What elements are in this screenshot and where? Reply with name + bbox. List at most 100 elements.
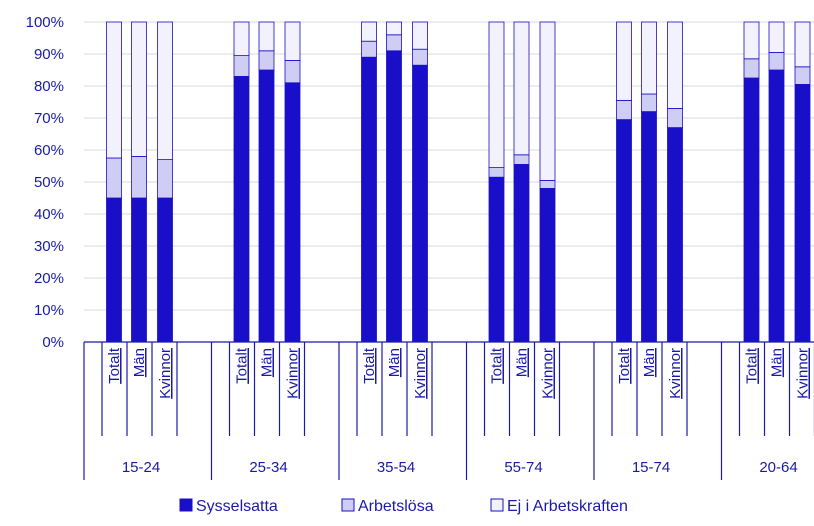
- group-label: 35-54: [377, 459, 415, 476]
- bar-segment: [412, 64, 428, 343]
- bar-segment: [386, 21, 402, 36]
- bar-segment: [794, 21, 811, 68]
- bar-segment: [131, 197, 147, 343]
- bar-segment: [539, 187, 556, 343]
- bar-segment: [131, 155, 147, 199]
- bar-segment: [106, 21, 122, 159]
- gridlines: [84, 21, 814, 343]
- category-label: Totalt: [744, 347, 761, 384]
- y-tick-label: 50%: [34, 174, 64, 191]
- bar-segment: [616, 119, 632, 343]
- bar-segment: [284, 82, 301, 343]
- group-label: 25-34: [249, 459, 287, 476]
- bar-segment: [233, 21, 250, 56]
- bar-segment: [157, 197, 173, 343]
- bar-segment: [768, 69, 785, 343]
- bar-segment: [157, 159, 173, 199]
- bar-segment: [106, 157, 122, 199]
- x-axis-category-labels: Totalt Män Kvinnor Totalt Män Kvinnor Totalt Mä…: [106, 347, 812, 399]
- bar-segment: [539, 21, 556, 181]
- category-label: Män: [386, 348, 403, 377]
- bar-segment: [616, 21, 632, 101]
- bar-segment: [641, 111, 657, 343]
- category-label: Totalt: [361, 347, 378, 384]
- x-axis-group-labels: 15-24 25-34 35-54 55-74 15-74 20-64: [122, 459, 798, 476]
- y-tick-label: 60%: [34, 142, 64, 159]
- category-label: Män: [259, 348, 276, 377]
- category-label: Män: [641, 348, 658, 377]
- category-label: Män: [514, 348, 531, 377]
- y-tick-label: 0%: [42, 334, 64, 351]
- y-tick-label: 80%: [34, 78, 64, 95]
- bar-segment: [258, 50, 275, 71]
- bar-segment: [386, 34, 402, 52]
- group-label: 55-74: [504, 459, 542, 476]
- bar-segment: [488, 21, 505, 169]
- y-tick-label: 70%: [34, 110, 64, 127]
- bar-segment: [768, 21, 785, 53]
- legend-swatch: [341, 498, 355, 512]
- bar-segment: [258, 21, 275, 52]
- bar-segment: [616, 100, 632, 121]
- legend-label: Sysselsatta: [196, 498, 278, 515]
- bar-segment: [284, 21, 301, 61]
- bar-segment: [513, 163, 530, 343]
- bar-segment: [794, 66, 811, 85]
- y-tick-label: 40%: [34, 206, 64, 223]
- y-tick-label: 100%: [26, 14, 64, 31]
- y-axis-tick-labels: 0% 10% 20% 30% 40% 50% 60% 70% 80% 90% 100%: [26, 14, 64, 351]
- category-label: Män: [131, 348, 148, 377]
- bar-segment: [641, 21, 657, 95]
- category-label: Totalt: [234, 347, 251, 384]
- bar-segment: [361, 40, 377, 58]
- bar-segment: [412, 21, 428, 50]
- bar-segment: [284, 60, 301, 84]
- bar-segment: [131, 21, 147, 157]
- y-tick-label: 10%: [34, 302, 64, 319]
- bar-segment: [539, 179, 556, 189]
- bar-segment: [233, 76, 250, 343]
- bar-segment: [667, 21, 683, 109]
- category-label: Kvinnor: [540, 348, 557, 399]
- category-label: Kvinnor: [285, 348, 302, 399]
- category-label: Män: [769, 348, 786, 377]
- bar-segment: [513, 21, 530, 156]
- legend-label: Arbetslösa: [358, 498, 434, 515]
- y-tick-label: 30%: [34, 238, 64, 255]
- bar-segment: [488, 167, 505, 178]
- bar-segment: [513, 154, 530, 165]
- category-label: Totalt: [106, 347, 123, 384]
- bar-segment: [488, 176, 505, 343]
- legend-label: Ej i Arbetskraften: [507, 498, 628, 515]
- bar-segment: [743, 77, 760, 343]
- x-axis: [83, 341, 814, 480]
- group-label: 15-74: [632, 459, 670, 476]
- category-label: Kvinnor: [667, 348, 684, 399]
- legend: Sysselsatta Arbetslösa Ej i Arbetskraften: [179, 498, 628, 515]
- bar-segment: [361, 56, 377, 343]
- bar-segment: [233, 55, 250, 77]
- category-label: Kvinnor: [157, 348, 174, 399]
- bar-segment: [258, 69, 275, 343]
- bar-segment: [412, 48, 428, 66]
- bar-segment: [768, 52, 785, 71]
- bar-segment: [667, 127, 683, 343]
- legend-swatch: [179, 498, 193, 512]
- bar-segment: [157, 21, 173, 161]
- bar-segment: [794, 84, 811, 343]
- bar-segment: [386, 50, 402, 343]
- category-label: Totalt: [616, 347, 633, 384]
- bar-segment: [743, 21, 760, 60]
- category-label: Totalt: [489, 347, 506, 384]
- y-tick-label: 20%: [34, 270, 64, 287]
- category-label: Kvinnor: [795, 348, 812, 399]
- bar-segment: [667, 108, 683, 129]
- bars: [106, 21, 811, 343]
- bar-segment: [743, 58, 760, 79]
- bar-segment: [106, 197, 122, 343]
- bar-segment: [361, 21, 377, 42]
- legend-swatch: [490, 498, 504, 512]
- bar-segment: [641, 93, 657, 113]
- category-label: Kvinnor: [412, 348, 429, 399]
